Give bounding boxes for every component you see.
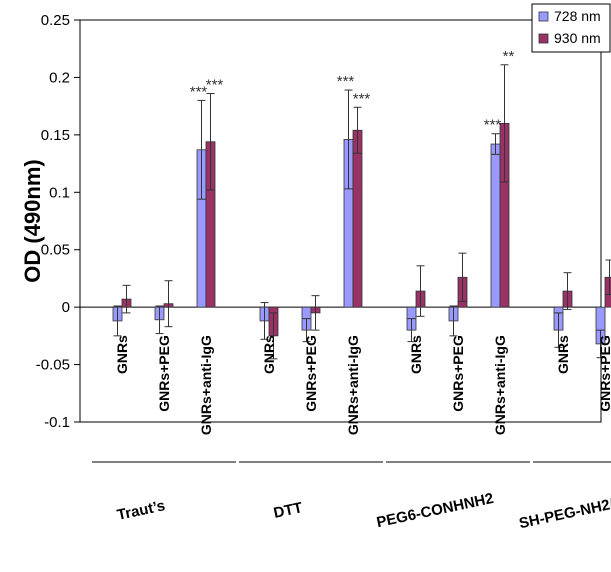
group-label: DTT bbox=[272, 499, 304, 522]
y-tick-label: -0.1 bbox=[44, 414, 70, 431]
y-tick-label: 0.2 bbox=[49, 69, 70, 86]
group-label: SH-PEG-NH2/EDC bbox=[518, 489, 611, 532]
x-category-label: GNRs+anti-IgG bbox=[345, 335, 361, 435]
x-category-label: GNRs+PEG bbox=[450, 335, 466, 412]
significance-label: *** bbox=[484, 117, 502, 134]
x-category-label: GNRs+PEG bbox=[303, 335, 319, 412]
legend-entry: 930 nm bbox=[554, 30, 601, 46]
bar bbox=[490, 143, 501, 308]
x-category-label: GNRs+anti-IgG bbox=[198, 335, 214, 435]
group-label: PEG6-CONHNH2 bbox=[375, 490, 495, 531]
significance-label: *** bbox=[206, 77, 224, 94]
x-category-label: GNRs bbox=[261, 335, 277, 374]
x-category-label: GNRs bbox=[555, 335, 571, 374]
bar bbox=[604, 276, 611, 308]
x-category-label: GNRs bbox=[408, 335, 424, 374]
y-tick-label: 0 bbox=[62, 299, 70, 316]
plot-frame bbox=[79, 19, 602, 423]
y-tick-label: 0.25 bbox=[41, 12, 70, 29]
legend-swatch bbox=[538, 11, 549, 22]
y-tick-label: 0.1 bbox=[49, 184, 70, 201]
legend-entry: 728 nm bbox=[554, 8, 601, 24]
y-tick-label: 0.05 bbox=[41, 242, 70, 259]
significance-label: ** bbox=[503, 48, 515, 65]
significance-label: *** bbox=[337, 73, 355, 90]
x-category-label: GNRs+anti-IgG bbox=[492, 335, 508, 435]
x-category-label: GNRs+PEG bbox=[156, 335, 172, 412]
y-axis-title: OD (490nm) bbox=[20, 159, 45, 282]
legend-swatch bbox=[538, 33, 549, 44]
group-label: Traut’s bbox=[116, 497, 167, 524]
x-category-label: GNRs+PEG bbox=[597, 335, 611, 412]
x-category-label: GNRs bbox=[114, 335, 130, 374]
bar bbox=[352, 129, 363, 308]
significance-label: *** bbox=[190, 83, 208, 100]
significance-label: *** bbox=[353, 90, 371, 107]
y-tick-label: 0.15 bbox=[41, 127, 70, 144]
y-tick-label: -0.05 bbox=[36, 357, 70, 374]
